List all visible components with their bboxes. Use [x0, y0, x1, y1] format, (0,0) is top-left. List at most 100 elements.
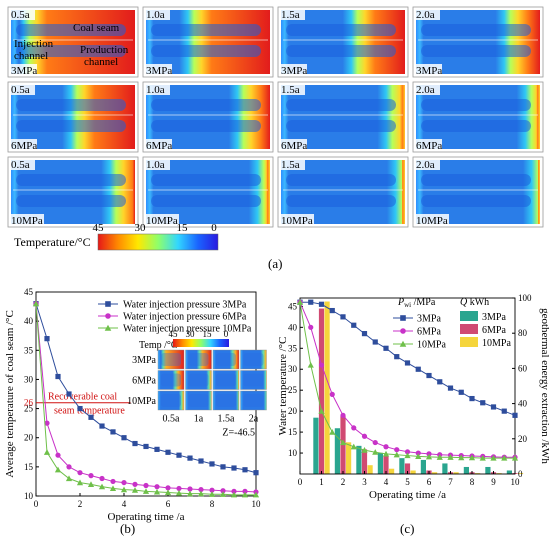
bar: [346, 442, 352, 474]
temperature-field: [11, 160, 135, 224]
data-point: [105, 301, 111, 307]
data-point: [77, 470, 83, 476]
data-point: [383, 345, 389, 351]
x-tick-label: 2: [78, 499, 83, 509]
y-tick-label-left: 20: [288, 406, 298, 416]
inset-cell: [212, 349, 240, 370]
pressure-label-bg: [9, 64, 37, 76]
production-channel: [286, 45, 396, 57]
time-label: 1.0a: [146, 9, 165, 21]
production-channel: [16, 120, 126, 132]
legend-label: Water injection pressure 3MPa: [123, 300, 247, 311]
simulation-grid: 0.5a 3MPa 1.0a 3MPa 1.5a 3MPa 2.0a 3MPa 0.5a 6MPa…: [7, 6, 544, 228]
data-point: [458, 454, 465, 461]
data-point: [66, 464, 72, 470]
pressure-label: 6MPa: [281, 140, 307, 152]
data-point: [132, 481, 138, 487]
x-tick-label: 6: [166, 499, 171, 509]
bar: [361, 449, 368, 474]
data-point: [87, 481, 95, 487]
data-point: [153, 488, 161, 495]
data-point: [318, 362, 325, 368]
pressure-label: 6MPa: [146, 140, 172, 152]
data-point: [351, 322, 357, 328]
data-point: [426, 372, 432, 379]
data-point: [55, 452, 61, 458]
data-point: [415, 453, 422, 459]
data-point: [88, 473, 94, 479]
y-tick-label-recoverable: 26: [24, 398, 34, 408]
inset-cell: [212, 390, 240, 411]
data-point: [99, 423, 105, 429]
data-point: [32, 300, 40, 307]
y-tick-label-left: 45: [288, 301, 298, 311]
data-point: [340, 314, 346, 320]
data-point: [165, 449, 171, 455]
inset-cell-channel: [243, 373, 264, 387]
bar: [518, 473, 524, 474]
data-point: [372, 339, 378, 345]
colorbar-tick: 45: [93, 222, 105, 234]
data-point: [197, 490, 205, 497]
x-tick-label: 10: [511, 477, 521, 487]
bar: [410, 470, 416, 474]
data-point: [209, 487, 215, 493]
pressure-label: 6MPa: [11, 140, 37, 152]
data-point: [468, 454, 476, 461]
pressure-label-bg: [279, 139, 307, 151]
data-point: [175, 489, 183, 496]
injection-label: channel: [14, 50, 48, 62]
chart-c: 0 1 2 3 4 5 6 7 8 9 101015202530354045020406080100…: [277, 293, 550, 501]
data-point: [425, 453, 433, 460]
y-tick-label-left: 35: [288, 343, 298, 353]
data-point: [501, 408, 507, 414]
pressure-label-bg: [9, 214, 44, 226]
y-axis-label: Average temperature of coal seam /°C: [4, 310, 16, 478]
time-label-bg: [279, 8, 305, 20]
y-tick-label-left: 40: [288, 322, 298, 332]
inset-x-label: 2a: [249, 414, 259, 425]
legend-label: 3MPa: [482, 312, 506, 323]
y-tick-label: 35: [24, 345, 34, 355]
colorbar-title: Temperature/°C: [14, 235, 91, 249]
pressure-label-bg: [414, 139, 442, 151]
legend-label: 6MPa: [482, 325, 506, 336]
temperature-field: [281, 160, 405, 224]
temperature-field: [416, 10, 540, 74]
chart-b: 0 2 4 6 8 10 10 15 20 25 30 35 40 45 26 Recoverable coa…: [4, 287, 267, 523]
bar: [453, 472, 459, 474]
inset-x-label: 1a: [194, 414, 204, 425]
data-point: [372, 439, 378, 446]
bar: [420, 459, 426, 474]
recoverable-label: seam temperature: [54, 406, 125, 417]
data-point: [361, 331, 368, 337]
data-point: [252, 491, 260, 498]
recoverable-label: Recoverable coal: [48, 392, 117, 403]
legend-label: 3MPa: [417, 314, 441, 325]
inset-row-label: 10MPa: [127, 396, 156, 407]
data-point: [88, 414, 94, 420]
data-point: [154, 484, 160, 490]
data-point: [399, 340, 407, 347]
injection-channel: [421, 24, 531, 36]
colorbar: Temperature/°C 45 30 15 0: [14, 222, 219, 251]
data-point: [329, 428, 336, 435]
data-point: [187, 455, 193, 461]
production-label: channel: [84, 56, 118, 68]
data-point: [208, 491, 216, 497]
colorbar-tick: 15: [177, 222, 189, 234]
pressure-label-bg: [144, 139, 172, 151]
x-tick-label: 8: [470, 477, 475, 487]
injection-channel: [151, 24, 261, 36]
x-axis-label: Operating time /a: [108, 511, 185, 523]
inset-row-label: 6MPa: [132, 376, 156, 387]
time-label: 0.5a: [11, 84, 30, 96]
y-tick-label-right: 20: [518, 434, 528, 444]
pressure-label: 3MPa: [416, 65, 442, 77]
inset-cell-channel: [188, 394, 209, 407]
data-point: [241, 491, 249, 498]
pressure-label: 6MPa: [416, 140, 442, 152]
inset-cell-channel: [161, 353, 181, 366]
data-point: [479, 454, 486, 461]
